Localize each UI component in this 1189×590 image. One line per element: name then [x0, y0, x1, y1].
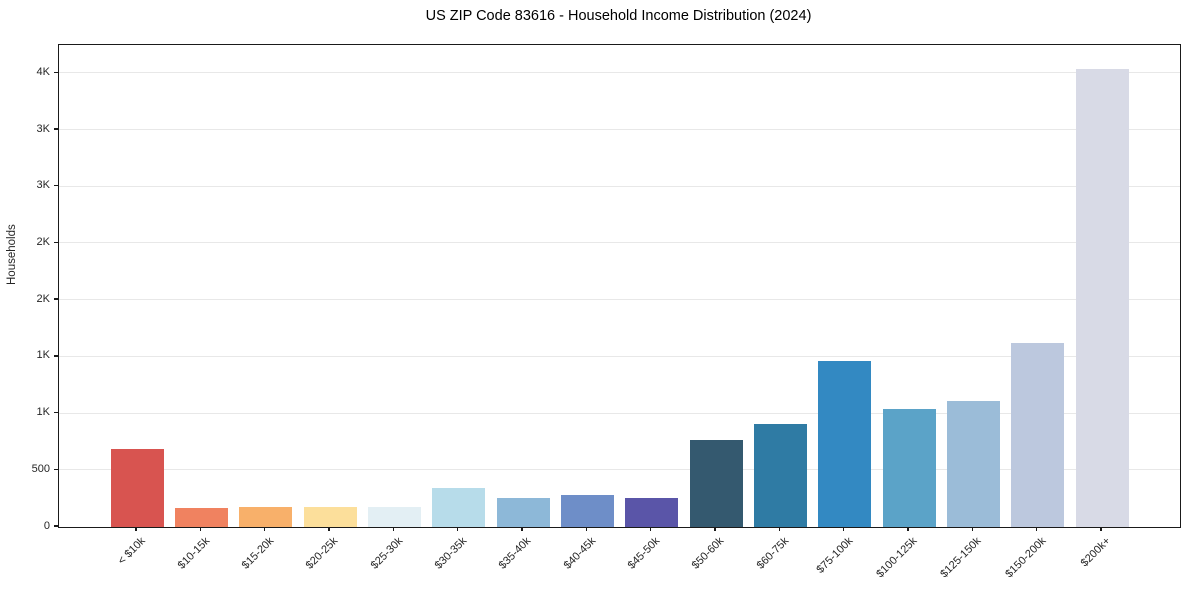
bar-25-30k	[367, 506, 421, 527]
x-tick-label: $45-50k	[625, 535, 663, 572]
y-tick-mark	[54, 241, 58, 244]
x-tick-mark	[521, 527, 523, 532]
y-tick-label: 3K	[36, 122, 50, 135]
x-tick-mark	[1100, 527, 1102, 532]
y-tick-label: 2K	[36, 235, 50, 248]
x-tick-mark	[585, 527, 588, 532]
gridline	[59, 412, 1180, 414]
bar-150-200k	[1011, 342, 1065, 527]
y-tick-label: 500	[31, 462, 50, 475]
x-tick-label: $40-45k	[561, 535, 598, 572]
bar-45-50k	[625, 498, 679, 527]
gridline	[59, 129, 1180, 131]
gridline	[59, 469, 1180, 471]
bar-50-60k	[689, 440, 743, 527]
gridline	[59, 242, 1180, 244]
y-tick-label: 2K	[36, 292, 50, 305]
x-tick-label: $75-100k	[814, 535, 856, 576]
bar-10-15k	[174, 508, 228, 527]
bar-125-150k	[946, 401, 1000, 527]
y-tick-mark	[54, 128, 58, 130]
bar-30-35k	[432, 488, 486, 527]
y-axis-label: Households	[6, 224, 18, 285]
x-tick-mark	[842, 527, 845, 532]
x-tick-label: $35-40k	[496, 535, 534, 572]
y-tick-label: 1K	[36, 406, 50, 419]
x-tick-mark	[135, 527, 137, 532]
bar-75-100k	[818, 361, 872, 527]
x-tick-label: $150-200k	[1002, 535, 1049, 581]
gridline	[59, 72, 1180, 74]
x-tick-mark	[199, 527, 202, 532]
x-tick-mark	[649, 527, 652, 532]
x-tick-label: $200k+	[1078, 535, 1113, 570]
y-tick-label: 3K	[36, 179, 50, 192]
y-tick-mark	[54, 411, 58, 414]
x-tick-label: $10-15k	[175, 535, 212, 572]
x-tick-label: $15-20k	[239, 535, 277, 572]
x-tick-mark	[1035, 527, 1038, 532]
x-tick-mark	[971, 527, 974, 532]
y-tick-mark	[54, 355, 58, 357]
x-tick-label: $60-75k	[754, 535, 791, 572]
x-tick-mark	[263, 527, 266, 532]
x-tick-label: $50-60k	[689, 535, 727, 572]
x-tick-mark	[778, 527, 781, 532]
y-tick-mark	[54, 525, 58, 527]
x-tick-mark	[392, 527, 395, 532]
bar-40-45k	[560, 494, 614, 527]
bar-15-20k	[239, 506, 293, 527]
gridline	[59, 299, 1180, 301]
plot-area	[58, 44, 1181, 528]
x-tick-mark	[328, 527, 330, 532]
y-tick-mark	[54, 71, 58, 74]
bar-10k	[110, 449, 164, 527]
x-tick-label: < $10k	[115, 535, 148, 568]
bar-20-25k	[303, 506, 357, 527]
chart-title: US ZIP Code 83616 - Household Income Dis…	[425, 8, 812, 24]
y-tick-mark	[54, 298, 58, 300]
x-tick-label: $20-25k	[303, 535, 341, 572]
bar-35-40k	[496, 498, 550, 527]
x-tick-mark	[456, 527, 459, 532]
x-tick-label: $30-35k	[432, 535, 470, 572]
x-tick-mark	[907, 527, 909, 532]
y-tick-mark	[54, 468, 58, 470]
bar-200k	[1075, 69, 1129, 527]
y-tick-mark	[54, 185, 58, 187]
y-tick-label: 4K	[36, 65, 50, 78]
y-tick-label: 0	[43, 519, 50, 532]
gridline	[59, 355, 1180, 357]
y-tick-label: 1K	[36, 349, 50, 362]
gridline	[59, 185, 1180, 187]
x-tick-label: $125-150k	[938, 535, 984, 581]
bar-60-75k	[753, 423, 807, 527]
x-tick-label: $25-30k	[368, 535, 405, 572]
bar-100-125k	[882, 409, 936, 527]
x-tick-mark	[714, 527, 716, 532]
x-tick-label: $100-125k	[874, 535, 920, 581]
